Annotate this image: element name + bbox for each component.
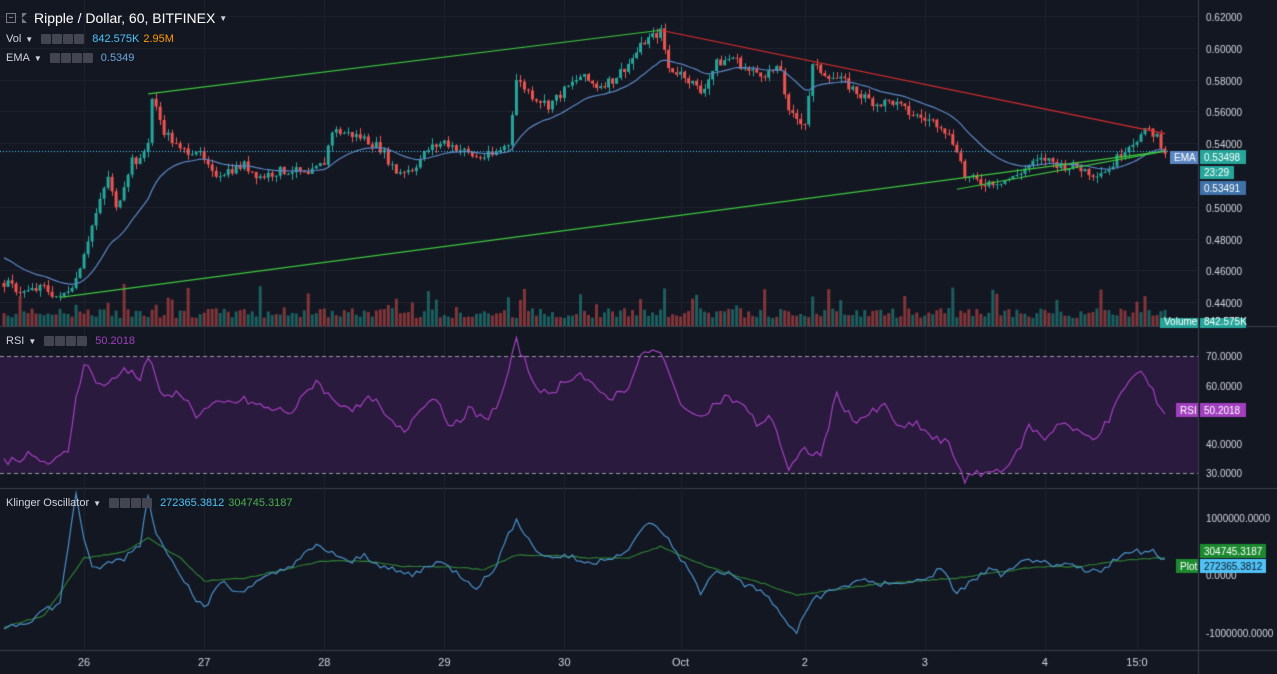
ema-legend: EMA ▼ 0.5349 (6, 52, 134, 64)
plus-icon[interactable] (131, 498, 142, 508)
indicator-controls (49, 53, 93, 63)
eye-icon[interactable] (44, 336, 55, 346)
plus-icon[interactable] (71, 53, 82, 63)
gear-icon[interactable] (55, 336, 66, 346)
collapse-icon[interactable] (6, 13, 16, 23)
klinger-label[interactable]: Klinger Oscillator (6, 497, 90, 509)
vol-label[interactable]: Vol (6, 33, 22, 45)
klinger-value-1: 272365.3812 (160, 497, 225, 509)
ema-value: 0.5349 (100, 52, 135, 64)
gear-icon[interactable] (52, 34, 63, 44)
vol-value-2: 2.95M (143, 33, 174, 45)
indicator-controls (109, 498, 153, 508)
close-icon[interactable] (77, 336, 88, 346)
symbol-header: Ripple / Dollar, 60, BITFINEX ▼ (6, 10, 227, 26)
indicator-controls (41, 34, 85, 44)
gear-icon[interactable] (60, 53, 71, 63)
vol-legend: Vol ▼ 842.575K 2.95M (6, 33, 174, 45)
flag-icon[interactable] (22, 13, 27, 23)
close-icon[interactable] (74, 34, 85, 44)
rsi-value: 50.2018 (95, 335, 136, 347)
klinger-legend: Klinger Oscillator ▼ 272365.3812 304745.… (6, 497, 293, 509)
plus-icon[interactable] (66, 336, 77, 346)
klinger-value-2: 304745.3187 (228, 497, 293, 509)
rsi-legend: RSI ▼ 50.2018 (6, 335, 135, 347)
rsi-label[interactable]: RSI (6, 335, 25, 347)
indicator-controls (44, 336, 88, 346)
eye-icon[interactable] (41, 34, 52, 44)
chevron-down-icon[interactable]: ▼ (93, 498, 102, 508)
close-icon[interactable] (142, 498, 153, 508)
plus-icon[interactable] (63, 34, 74, 44)
symbol-title[interactable]: Ripple / Dollar, 60, BITFINEX (34, 10, 216, 26)
gear-icon[interactable] (120, 498, 131, 508)
vol-value-1: 842.575K (92, 33, 140, 45)
eye-icon[interactable] (109, 498, 120, 508)
chevron-down-icon[interactable]: ▼ (28, 336, 37, 346)
ema-label[interactable]: EMA (6, 52, 30, 64)
eye-icon[interactable] (49, 53, 60, 63)
chevron-down-icon[interactable]: ▼ (33, 53, 42, 63)
chevron-down-icon[interactable]: ▼ (25, 34, 34, 44)
chevron-down-icon[interactable]: ▼ (219, 13, 228, 23)
close-icon[interactable] (82, 53, 93, 63)
